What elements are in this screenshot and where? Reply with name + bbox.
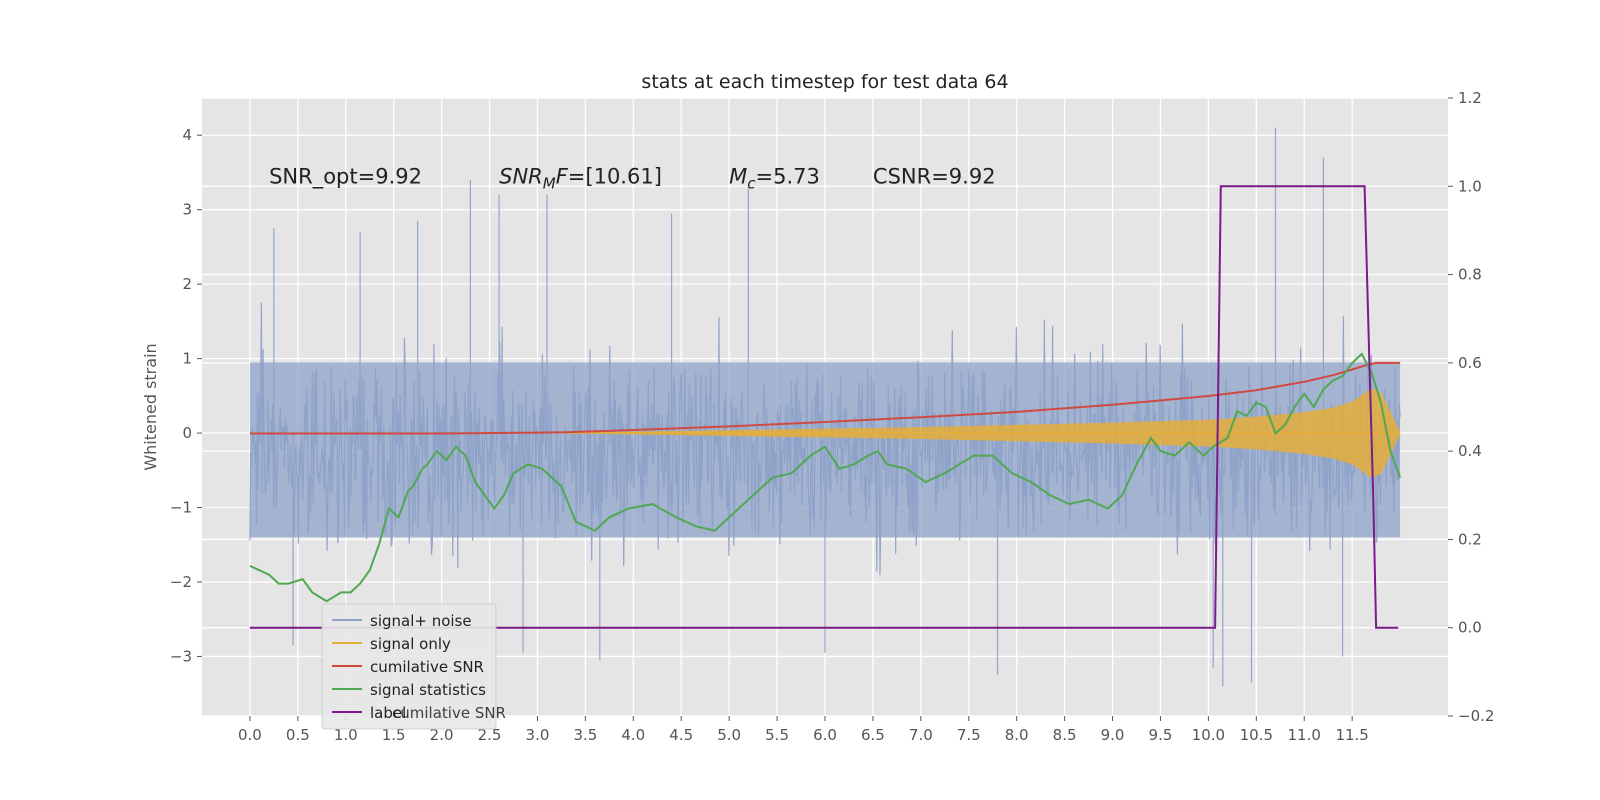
y-tick-label: −1 bbox=[170, 499, 192, 517]
chart-title: stats at each timestep for test data 64 bbox=[641, 71, 1008, 93]
legend-box bbox=[321, 603, 497, 730]
line-label bbox=[249, 185, 1399, 629]
x-tick-label: 1.5 bbox=[382, 726, 406, 744]
y-axis-label: Whitened strain bbox=[141, 343, 160, 470]
x-tick-label: 9.0 bbox=[1101, 726, 1125, 744]
annotation: SNR_opt=9.92 bbox=[269, 165, 422, 190]
x-tick-label: 5.0 bbox=[717, 726, 741, 744]
x-tick-label: 0.0 bbox=[238, 726, 262, 744]
x-tick-label: 4.0 bbox=[621, 726, 645, 744]
y-tick-label: −3 bbox=[170, 647, 192, 665]
x-tick-label: 0.5 bbox=[286, 726, 310, 744]
legend: cumilative SNR signal+ noise signal only cu… bbox=[321, 603, 506, 730]
legend-label: cumilative SNR bbox=[370, 658, 484, 676]
x-tick-label: 6.0 bbox=[813, 726, 837, 744]
x-tick-label: 2.5 bbox=[478, 726, 502, 744]
noise-dense-band bbox=[249, 362, 1401, 538]
x-tick-label: 7.0 bbox=[909, 726, 933, 744]
y-tick-label: 1 bbox=[182, 350, 192, 368]
x-tick-label: 2.0 bbox=[430, 726, 454, 744]
y-tick-label: 0 bbox=[182, 424, 192, 442]
y2-tick-label: 0.4 bbox=[1458, 442, 1482, 460]
axis-ticks: 0.0 0.5 1.0 1.5 2.0 2.5 3.0 3.5 4.0 4.5 5.0 5.5 6.0 6… bbox=[170, 89, 1495, 744]
line-signal-statistics bbox=[249, 352, 1402, 603]
x-tick-label: 4.5 bbox=[669, 726, 693, 744]
legend-label: signal+ noise bbox=[370, 612, 472, 630]
x-tick-label: 11.0 bbox=[1288, 726, 1321, 744]
annotation: SNRMF=[10.61] bbox=[499, 165, 662, 193]
y2-tick-label: −0.2 bbox=[1458, 707, 1494, 725]
x-tick-label: 11.5 bbox=[1335, 726, 1368, 744]
annotation: Mc=5.73 bbox=[729, 165, 820, 193]
y2-tick-label: 1.2 bbox=[1458, 89, 1482, 107]
line-cumilative-snr bbox=[249, 361, 1401, 435]
annotation: CSNR=9.92 bbox=[873, 165, 996, 189]
x-tick-label: 8.0 bbox=[1005, 726, 1029, 744]
y-tick-label: 4 bbox=[182, 126, 192, 144]
y2-tick-label: 1.0 bbox=[1458, 177, 1482, 195]
x-tick-label: 10.0 bbox=[1192, 726, 1225, 744]
x-tick-label: 1.0 bbox=[334, 726, 358, 744]
x-tick-label: 3.0 bbox=[526, 726, 550, 744]
annotations: SNR_opt=9.92 SNRMF=[10.61] Mc=5.73 CSNR=9.9… bbox=[269, 165, 995, 193]
x-tick-label: 8.5 bbox=[1053, 726, 1077, 744]
y-tick-label: −2 bbox=[170, 573, 192, 591]
x-tick-label: 5.5 bbox=[765, 726, 789, 744]
y-tick-label: 3 bbox=[182, 201, 192, 219]
y2-tick-label: 0.8 bbox=[1458, 266, 1482, 284]
x-tick-label: 3.5 bbox=[573, 726, 597, 744]
series-signal-only bbox=[566, 388, 1401, 478]
series-lines bbox=[249, 185, 1402, 629]
legend-ghost-text: cumilative SNR bbox=[392, 704, 506, 722]
x-tick-label: 10.5 bbox=[1240, 726, 1273, 744]
x-tick-label: 7.5 bbox=[957, 726, 981, 744]
legend-label: label bbox=[370, 704, 406, 722]
y2-tick-label: 0.6 bbox=[1458, 354, 1482, 372]
y2-tick-label: 0.0 bbox=[1458, 619, 1482, 637]
y-tick-label: 2 bbox=[182, 275, 192, 293]
x-tick-label: 9.5 bbox=[1149, 726, 1173, 744]
legend-label: signal statistics bbox=[370, 681, 486, 699]
y2-tick-label: 0.2 bbox=[1458, 530, 1482, 548]
x-tick-label: 6.5 bbox=[861, 726, 885, 744]
legend-label: signal only bbox=[370, 635, 451, 653]
